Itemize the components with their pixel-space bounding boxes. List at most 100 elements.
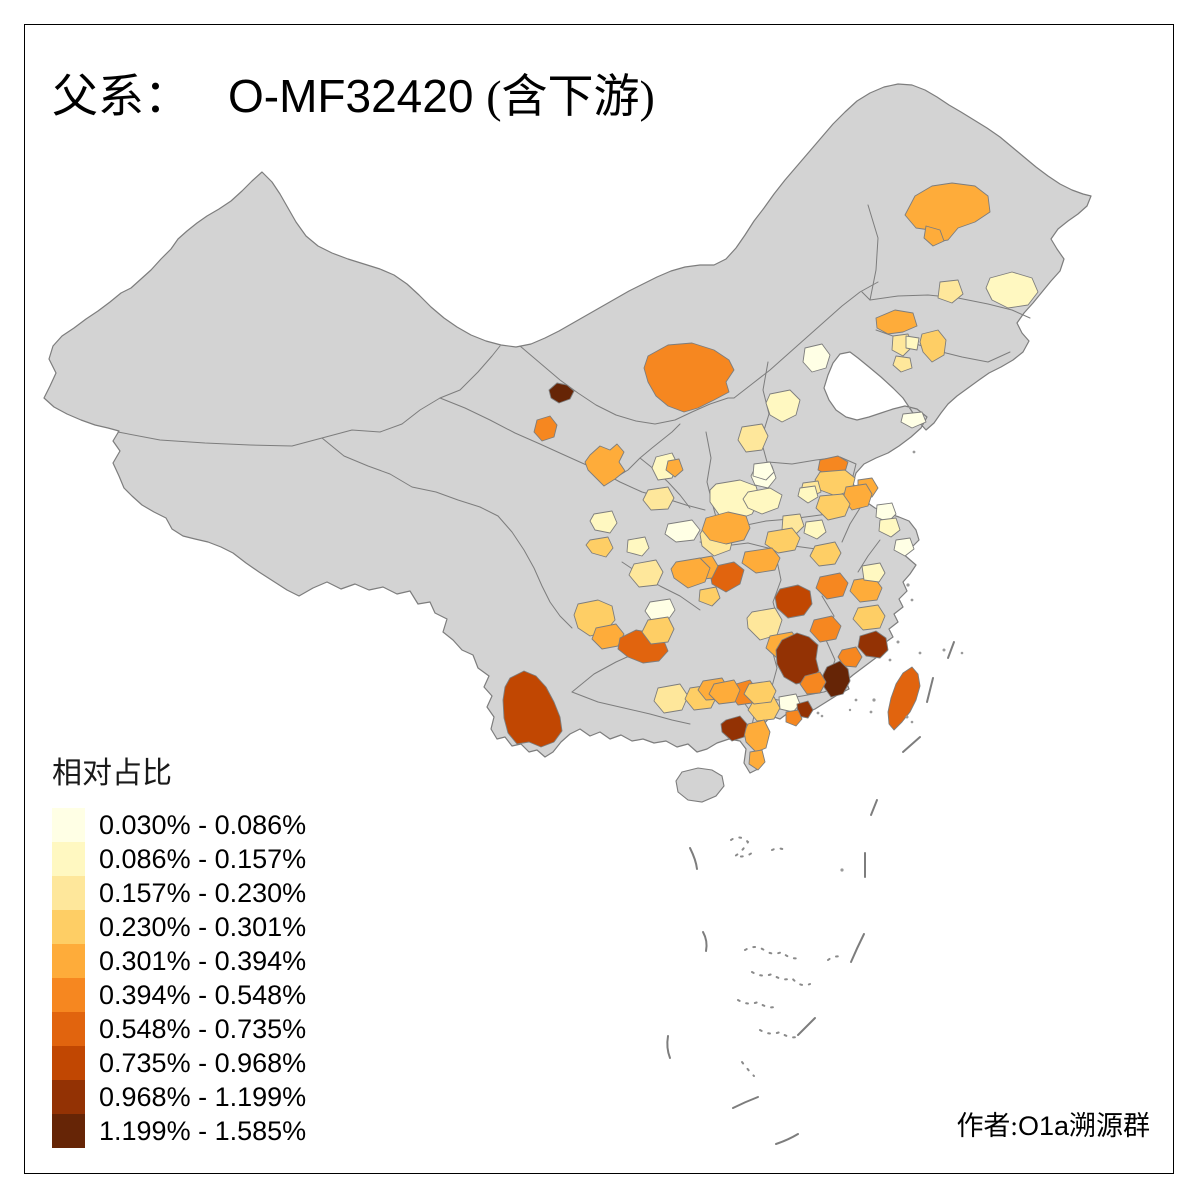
- prefecture-patch: [698, 586, 721, 607]
- legend-item: 0.548% - 0.735%: [52, 1012, 306, 1046]
- prefecture-patches: [502, 182, 1039, 771]
- legend-label: 0.548% - 0.735%: [99, 1013, 307, 1044]
- prefecture-patch: [752, 461, 775, 481]
- prefecture-patch: [720, 715, 748, 742]
- legend-label: 1.199% - 1.585%: [99, 1115, 307, 1146]
- legend-label: 0.157% - 0.230%: [99, 877, 307, 908]
- prefecture-patch: [741, 547, 781, 574]
- prefecture-patch: [742, 487, 783, 515]
- legend-swatch: [52, 842, 85, 876]
- coastal-islets: [816, 450, 964, 872]
- legend-swatch: [52, 808, 85, 842]
- hainan-island: [675, 767, 725, 803]
- prefecture-patch: [857, 630, 889, 659]
- prefecture-patch: [797, 485, 819, 504]
- legend-swatch: [52, 978, 85, 1012]
- prefecture-patch: [837, 646, 863, 668]
- prefecture-patch: [737, 423, 769, 453]
- attribution-suffix: 溯源群: [1069, 1111, 1150, 1141]
- legend-label: 0.301% - 0.394%: [99, 945, 307, 976]
- mainland-outline: [43, 83, 1092, 774]
- legend-item: 0.157% - 0.230%: [52, 876, 306, 910]
- legend-label: 0.030% - 0.086%: [99, 809, 307, 840]
- prefecture-patch: [803, 519, 827, 540]
- legend-swatch: [52, 910, 85, 944]
- legend-swatch: [52, 876, 85, 910]
- prefecture-patch: [664, 519, 701, 543]
- prefecture-patch: [878, 517, 901, 538]
- legend-label: 0.394% - 0.548%: [99, 979, 307, 1010]
- title-haplogroup: O-MF32420: [228, 70, 474, 122]
- prefecture-patch: [748, 749, 766, 771]
- legend-item: 0.301% - 0.394%: [52, 944, 306, 978]
- prefecture-patch: [764, 527, 801, 554]
- prefecture-patch: [642, 486, 675, 511]
- page-title: 父系： O-MF32420 (含下游): [52, 60, 655, 126]
- prefecture-patch: [809, 541, 842, 567]
- prefecture-patch: [778, 693, 801, 713]
- prefecture-patch: [852, 604, 886, 631]
- attribution-group: O1a: [1017, 1111, 1069, 1141]
- legend-item: 0.968% - 1.199%: [52, 1080, 306, 1114]
- prefecture-patch: [861, 562, 886, 583]
- sea-boundary-dashes: [666, 641, 955, 1145]
- legend-swatch: [52, 1114, 85, 1148]
- attribution-prefix: 作者:: [956, 1111, 1018, 1141]
- map-legend: 相对占比 0.030% - 0.086% 0.086% - 0.157% 0.157…: [52, 748, 306, 1148]
- prefecture-patch: [774, 584, 813, 619]
- prefecture-patch: [589, 510, 618, 534]
- prefecture-patch: [746, 607, 783, 641]
- prefecture-patch: [670, 557, 711, 589]
- prefecture-patch: [875, 502, 897, 523]
- prefecture-patch: [743, 680, 777, 705]
- legend-item: 1.199% - 1.585%: [52, 1114, 306, 1148]
- prefecture-patch: [765, 389, 801, 423]
- legend-swatch: [52, 1046, 85, 1080]
- legend-label: 0.968% - 1.199%: [99, 1081, 307, 1112]
- prefecture-patch: [875, 309, 918, 335]
- prefecture-patch: [708, 679, 741, 705]
- prefecture-patch: [802, 343, 831, 373]
- legend-item: 0.230% - 0.301%: [52, 910, 306, 944]
- prefecture-patch: [533, 415, 558, 442]
- legend-title: 相对占比: [52, 757, 172, 790]
- prefecture-patch: [585, 536, 614, 558]
- prefecture-patch: [643, 342, 735, 413]
- prefecture-patch: [809, 615, 842, 643]
- prefecture-patch: [892, 355, 913, 373]
- prefecture-patch: [653, 683, 689, 714]
- prefecture-patch: [785, 709, 803, 727]
- prefecture-patch: [815, 493, 851, 521]
- prefecture-patch: [815, 572, 849, 600]
- prefecture-patch: [591, 623, 625, 650]
- prefecture-patch: [584, 443, 626, 487]
- prefecture-patch: [937, 279, 964, 304]
- legend-swatch: [52, 944, 85, 978]
- legend-item: 0.030% - 0.086%: [52, 808, 306, 842]
- prefecture-patch: [641, 616, 675, 645]
- legend-swatch: [52, 1080, 85, 1114]
- prefecture-patch: [628, 559, 664, 588]
- legend-label: 0.086% - 0.157%: [99, 843, 307, 874]
- prefecture-patch: [701, 511, 751, 545]
- prefecture-patch: [799, 671, 827, 695]
- legend-label: 0.230% - 0.301%: [99, 911, 307, 942]
- title-prefix: 父系：: [52, 71, 190, 122]
- prefecture-patch: [893, 537, 915, 557]
- legend-rows: 0.030% - 0.086% 0.086% - 0.157% 0.157% - 0…: [52, 808, 306, 1148]
- prefecture-patch: [905, 335, 920, 351]
- legend-label: 0.735% - 0.968%: [99, 1047, 307, 1078]
- title-suffix: (含下游): [486, 71, 655, 122]
- prefecture-patch: [502, 670, 563, 748]
- prefecture-patch: [985, 271, 1039, 309]
- prefecture-patch: [900, 411, 927, 429]
- prefecture-patch: [923, 225, 945, 247]
- legend-item: 0.735% - 0.968%: [52, 1046, 306, 1080]
- legend-swatch: [52, 1012, 85, 1046]
- legend-item: 0.394% - 0.548%: [52, 978, 306, 1012]
- prefecture-patch: [626, 536, 650, 557]
- legend-item: 0.086% - 0.157%: [52, 842, 306, 876]
- prefecture-patch: [548, 382, 575, 404]
